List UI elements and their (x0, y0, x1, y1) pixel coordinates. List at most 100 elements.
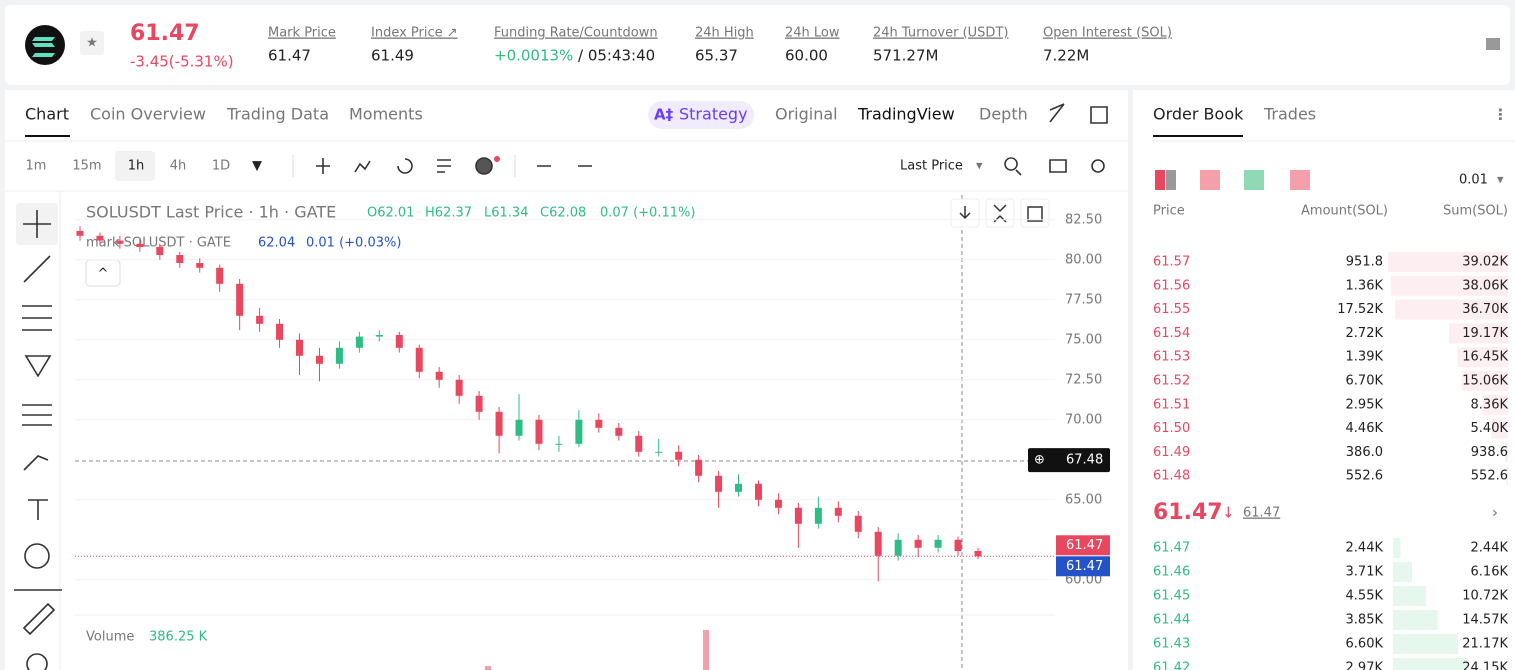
stat-value: 61.49 (371, 47, 414, 65)
book-amount: 2.44K (1346, 541, 1384, 556)
depth-bar (1395, 299, 1508, 320)
view-tab[interactable]: TradingView (857, 105, 955, 124)
legend-chg: 0.07 (+0.11%) (600, 206, 695, 221)
candle-body (754, 483, 762, 500)
candle-body (216, 267, 224, 284)
star: ★ (86, 36, 98, 51)
y-tick-label: 65.00 (1065, 492, 1102, 507)
candle-body (176, 255, 184, 263)
book-sum: 14.57K (1462, 613, 1508, 628)
book-sum: 2.44K (1471, 541, 1509, 556)
interval[interactable]: 1h (128, 159, 145, 174)
book-sum: 10.72K (1462, 589, 1508, 604)
book-tab[interactable]: Order Book (1153, 105, 1244, 124)
depth-bar (1390, 275, 1508, 296)
book-amount: 1.36K (1346, 278, 1384, 293)
stat-label: Index Price ↗ (371, 26, 458, 41)
interval[interactable]: 1D (212, 159, 230, 174)
interval[interactable]: 4h (170, 159, 187, 174)
view-tab[interactable]: Original (775, 105, 838, 124)
stat-label: 24h Low (785, 26, 840, 41)
y-tick-label: 72.50 (1065, 372, 1102, 387)
stat-label: Open Interest (SOL) (1043, 26, 1172, 41)
book-sum: 552.6 (1471, 469, 1508, 484)
legend-o: O62.01 (367, 206, 414, 221)
crosshair-label: 67.48 (1066, 453, 1103, 468)
tab[interactable]: Coin Overview (90, 105, 206, 124)
legend-h: H62.37 (425, 206, 472, 221)
book-amount: 951.8 (1346, 255, 1383, 270)
dropdown[interactable]: ▾ (976, 159, 983, 174)
more[interactable]: ⋮ (1493, 106, 1508, 124)
tab[interactable]: Chart (25, 105, 69, 124)
candle-body (136, 243, 144, 247)
depth-bar (1506, 466, 1508, 487)
book-sum: 39.02K (1462, 255, 1508, 270)
candle-body (236, 283, 244, 316)
price-type[interactable]: Last Price (900, 159, 963, 174)
stat-value: / 05:43:40 (578, 47, 655, 65)
interval[interactable]: 15m (72, 159, 101, 174)
interval[interactable]: 1m (26, 159, 47, 174)
book-amount: 552.6 (1346, 469, 1383, 484)
book-sum: 15.06K (1462, 374, 1508, 389)
chart-buttons[interactable] (950, 198, 1050, 228)
candle-body (256, 315, 264, 324)
dropdown[interactable]: ▾ (1497, 173, 1504, 188)
candle-body (834, 507, 842, 516)
last-price-tag (1056, 535, 1110, 556)
book-amount: 6.70K (1346, 374, 1384, 389)
mark-legend: mark SOLUSDT · GATE (86, 236, 231, 251)
candle-body (395, 335, 403, 348)
book-price: 61.57 (1153, 255, 1190, 270)
favorite[interactable] (80, 31, 104, 55)
book-price: 61.49 (1153, 445, 1190, 460)
depth-bar (1491, 418, 1508, 439)
candle-body (555, 443, 563, 445)
stat-value: 61.47 (268, 47, 311, 65)
drawing-tools (14, 203, 62, 670)
mid-mark: 61.47 (1243, 506, 1280, 521)
depth-bar (1457, 347, 1508, 368)
book-views[interactable] (1155, 170, 1310, 190)
book-amount: 2.95K (1346, 397, 1384, 412)
dropdown[interactable]: ▼ (252, 159, 262, 174)
candle-body (96, 235, 104, 241)
top-bar (5, 5, 1510, 85)
candle-body (435, 371, 443, 380)
mark-value: 62.04 (258, 236, 295, 251)
book-amount: 17.52K (1337, 302, 1383, 317)
interval-active (115, 151, 155, 181)
down-arrow: ↓ (1222, 504, 1235, 522)
book-price: 61.55 (1153, 302, 1190, 317)
book-amount: 4.55K (1346, 589, 1384, 604)
book-price: 61.47 (1153, 541, 1190, 556)
candle-body (774, 499, 782, 508)
book-sum: 6.16K (1471, 565, 1509, 580)
depth-bar (1393, 634, 1459, 654)
view-tab[interactable]: Strategy (679, 105, 748, 124)
tab[interactable]: Moments (349, 105, 423, 124)
view-tab[interactable]: Depth (979, 105, 1028, 124)
menu-icon[interactable] (1486, 38, 1500, 50)
book-tab[interactable]: Trades (1263, 105, 1316, 124)
precision[interactable]: 0.01 (1459, 173, 1488, 188)
stat-value: 60.00 (785, 47, 828, 65)
book-price: 61.53 (1153, 350, 1190, 365)
chevron[interactable]: › (1492, 504, 1498, 522)
stat-label: 24h Turnover (USDT) (873, 26, 1008, 41)
book-sum: 36.70K (1462, 302, 1508, 317)
book-amount: 6.60K (1346, 637, 1384, 652)
candle-body (615, 427, 623, 436)
tab[interactable]: Trading Data (226, 105, 329, 124)
crosshair-plus: ⊕ (1034, 453, 1045, 468)
book-sum: 938.6 (1471, 445, 1508, 460)
column-header: Price (1153, 204, 1185, 219)
depth-bar (1393, 538, 1401, 558)
candle-body (375, 335, 383, 337)
candle-body (655, 451, 663, 453)
book-price: 61.51 (1153, 397, 1190, 412)
book-price: 61.44 (1153, 613, 1190, 628)
strategy-pill[interactable] (648, 101, 754, 129)
